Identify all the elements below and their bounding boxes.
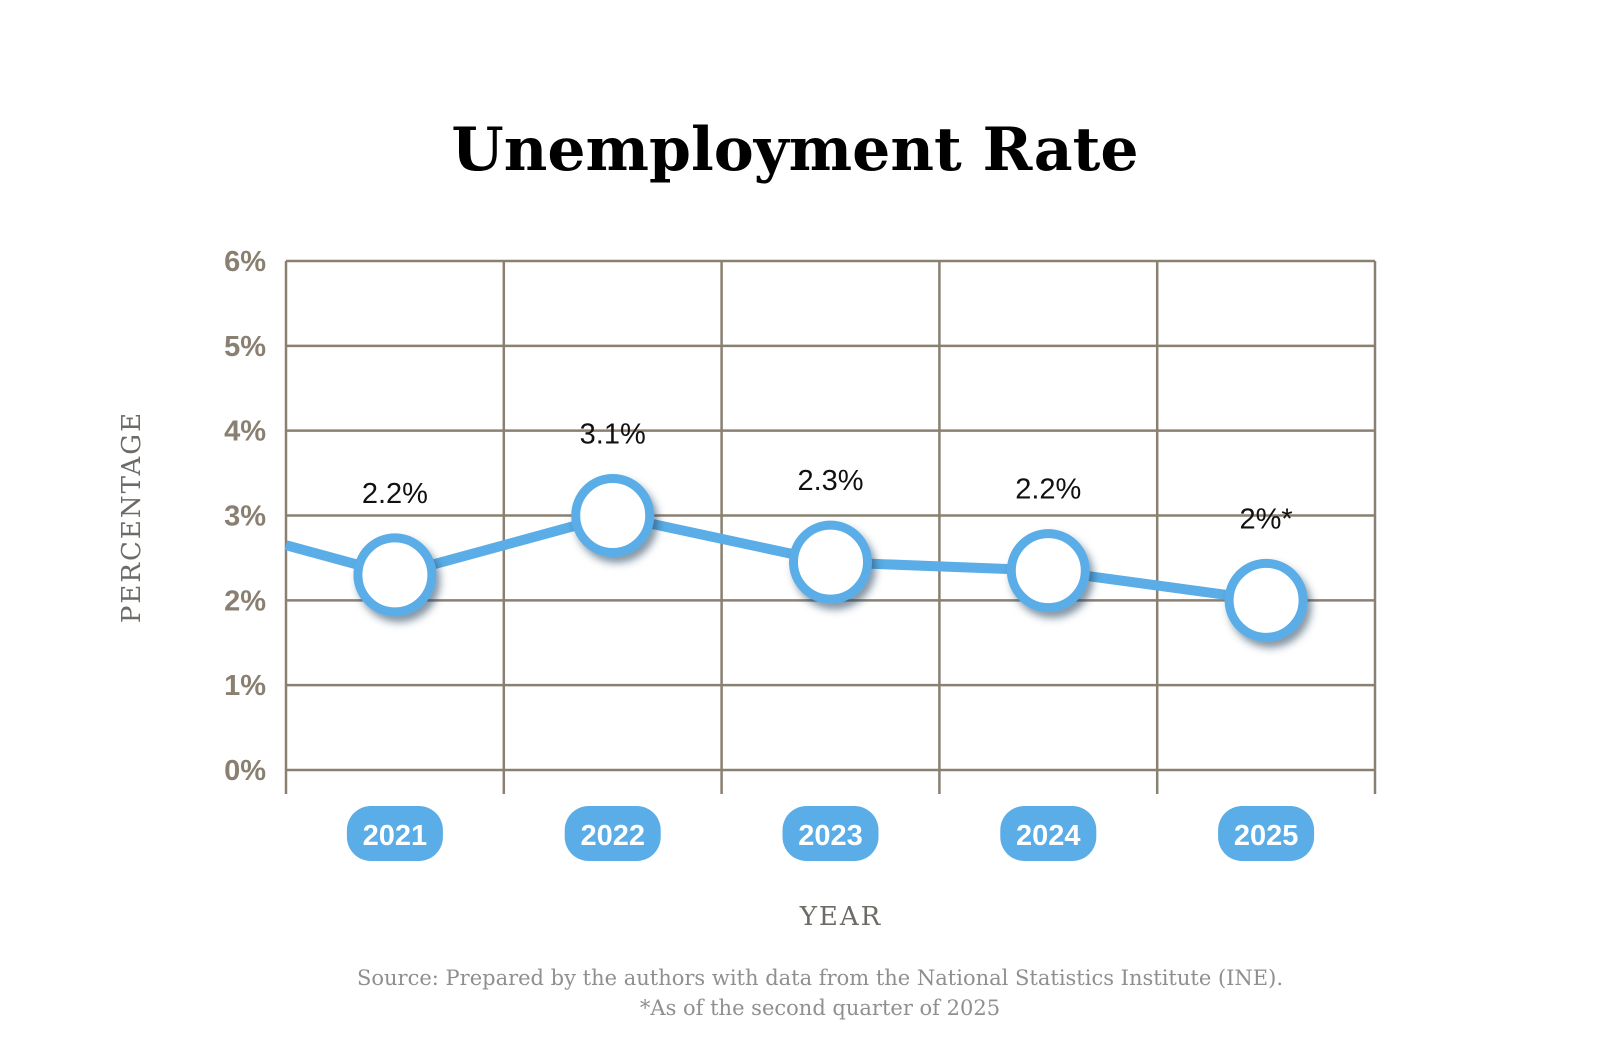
data-label: 2%* bbox=[1239, 503, 1292, 535]
y-tick-label: 1% bbox=[224, 670, 266, 702]
grid bbox=[284, 259, 1377, 794]
year-pill bbox=[564, 806, 661, 861]
year-pill bbox=[346, 806, 443, 861]
year-pill bbox=[782, 806, 879, 861]
y-tick-label: 6% bbox=[224, 246, 266, 278]
data-point-marker bbox=[1224, 558, 1308, 642]
x-tick-label: 2023 bbox=[798, 820, 863, 852]
y-tick-label: 0% bbox=[224, 755, 266, 787]
year-pill bbox=[1000, 806, 1097, 861]
footnote: *As of the second quarter of 2025 bbox=[640, 996, 1000, 1020]
data-point-marker bbox=[353, 533, 437, 617]
data-point-marker bbox=[1006, 529, 1090, 613]
y-tick-label: 3% bbox=[224, 501, 266, 533]
x-tick-label: 2025 bbox=[1234, 820, 1299, 852]
y-axis-ticks: 0% 1% 2% 3% 4% 5% 6% bbox=[224, 246, 266, 787]
x-tick-label: 2022 bbox=[580, 820, 645, 852]
x-axis-ticks: 2021 2022 2023 2024 2025 bbox=[346, 806, 1315, 861]
year-pill bbox=[1218, 806, 1315, 861]
x-tick-label: 2024 bbox=[1016, 820, 1081, 852]
y-tick-label: 5% bbox=[224, 331, 266, 363]
data-label: 2.2% bbox=[362, 478, 428, 510]
series-line: 2.2% 3.1% 2.3% 2.2% 2%* bbox=[284, 419, 1308, 642]
data-point-marker bbox=[789, 520, 872, 604]
x-tick-label: 2021 bbox=[363, 820, 428, 852]
y-tick-label: 2% bbox=[224, 585, 266, 617]
y-axis-label: PERCENTAGE bbox=[117, 411, 147, 623]
data-label: 2.3% bbox=[797, 465, 863, 497]
data-label: 3.1% bbox=[580, 419, 646, 451]
chart-title: Unemployment Rate bbox=[451, 115, 1138, 185]
x-axis-label: YEAR bbox=[799, 902, 883, 932]
y-tick-label: 4% bbox=[224, 416, 266, 448]
source-note: Source: Prepared by the authors with dat… bbox=[357, 966, 1283, 990]
data-label: 2.2% bbox=[1015, 474, 1081, 506]
data-point-marker bbox=[571, 474, 655, 557]
